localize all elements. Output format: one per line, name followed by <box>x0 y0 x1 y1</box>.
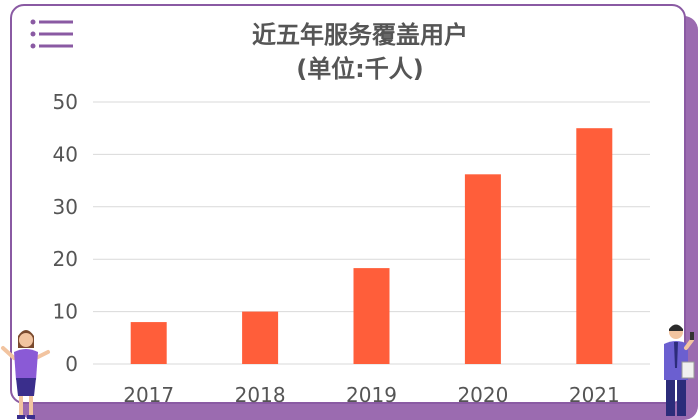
bar-2020 <box>464 174 501 364</box>
x-tick-label: 2018 <box>235 383 286 407</box>
chart-card <box>10 4 686 404</box>
chart-title: 近五年服务覆盖用户 <box>252 21 468 49</box>
hamburger-menu-icon[interactable] <box>30 18 74 50</box>
x-tick-label: 2021 <box>569 383 620 407</box>
y-tick-label: 50 <box>53 90 78 114</box>
x-tick-label: 2017 <box>123 383 174 407</box>
y-tick-label: 30 <box>53 195 78 219</box>
y-tick-label: 10 <box>53 300 78 324</box>
woman-waving-icon <box>1 330 50 419</box>
bar-2019 <box>353 268 390 364</box>
bar-2017 <box>130 322 167 364</box>
y-tick-label: 20 <box>53 247 78 271</box>
bar-2021 <box>576 128 613 364</box>
x-tick-label: 2019 <box>346 383 397 407</box>
y-tick-label: 0 <box>65 352 78 376</box>
chart-subtitle-unit: (单位:千人) <box>296 55 424 83</box>
x-tick-label: 2020 <box>457 383 508 407</box>
bar-2018 <box>242 311 279 364</box>
y-tick-label: 40 <box>53 142 78 166</box>
man-with-phone-icon <box>664 324 695 416</box>
